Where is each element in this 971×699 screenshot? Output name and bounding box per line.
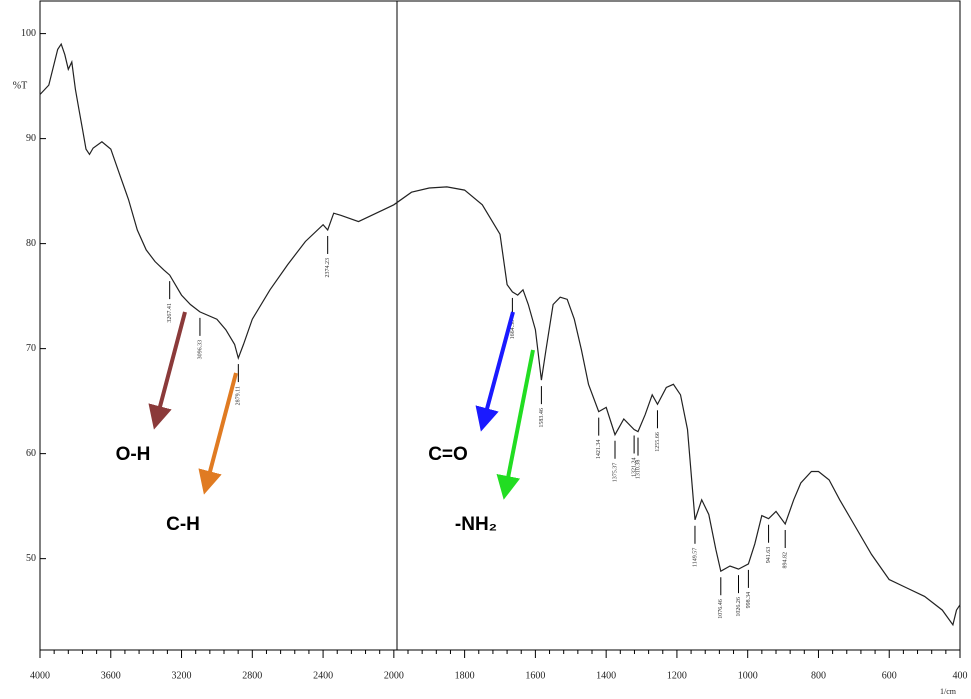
annotation-arrow (207, 373, 236, 483)
y-tick-label: 60 (26, 448, 36, 459)
y-tick-label: 70 (26, 343, 36, 354)
plot-frame (40, 1, 960, 650)
peak-label: 941.63 (766, 547, 772, 564)
peak-label: 2374.23 (325, 258, 331, 278)
x-tick-label: 600 (882, 670, 897, 681)
annotation-label: O-H (116, 444, 151, 465)
y-tick-label: 50 (26, 553, 36, 564)
x-tick-label: 800 (811, 670, 826, 681)
x-tick-label: 2400 (313, 670, 333, 681)
peak-label: 998.34 (746, 592, 752, 609)
peak-label: 3096.33 (197, 340, 203, 360)
peak-label: 1026.26 (736, 597, 742, 617)
y-tick-label: 80 (26, 238, 36, 249)
annotation-arrow (157, 312, 185, 418)
x-tick-label: 3200 (172, 670, 192, 681)
y-axis-label: %T (13, 80, 27, 91)
x-tick-label: 1000 (738, 670, 758, 681)
peak-label: 894.82 (783, 552, 789, 569)
peak-label: 3267.41 (167, 303, 173, 323)
x-tick-label: 1600 (525, 670, 545, 681)
peak-label: 1375.37 (612, 463, 618, 483)
x-tick-label: 4000 (30, 670, 50, 681)
x-tick-label: 1400 (596, 670, 616, 681)
x-tick-label: 1800 (455, 670, 475, 681)
peak-label: 1076.46 (718, 599, 724, 619)
annotation-arrow (506, 350, 533, 488)
annotation-label: C-H (166, 514, 200, 535)
x-tick-label: 2000 (384, 670, 404, 681)
annotation-label: -NH₂ (455, 514, 497, 535)
peak-label: 1255.66 (655, 432, 661, 452)
y-tick-label: 90 (26, 133, 36, 144)
x-tick-label: 3600 (101, 670, 121, 681)
peak-label: 1310.38 (635, 460, 641, 480)
y-tick-label: 100 (21, 28, 36, 39)
peak-label: 2879.11 (236, 386, 242, 405)
annotation-label: C=O (428, 444, 468, 465)
x-tick-label: 400 (953, 670, 968, 681)
peak-label: 1583.46 (539, 408, 545, 428)
x-tick-label: 1200 (667, 670, 687, 681)
peak-label: 1421.34 (596, 440, 602, 460)
annotation-arrow (484, 312, 513, 420)
peak-label: 1149.57 (692, 548, 698, 567)
x-axis-label: 1/cm (940, 687, 957, 696)
chart: %T 1/cm 50 60 70 80 90 100 4000 3600 3200 2800 240… (0, 0, 971, 699)
x-tick-label: 2800 (242, 670, 262, 681)
